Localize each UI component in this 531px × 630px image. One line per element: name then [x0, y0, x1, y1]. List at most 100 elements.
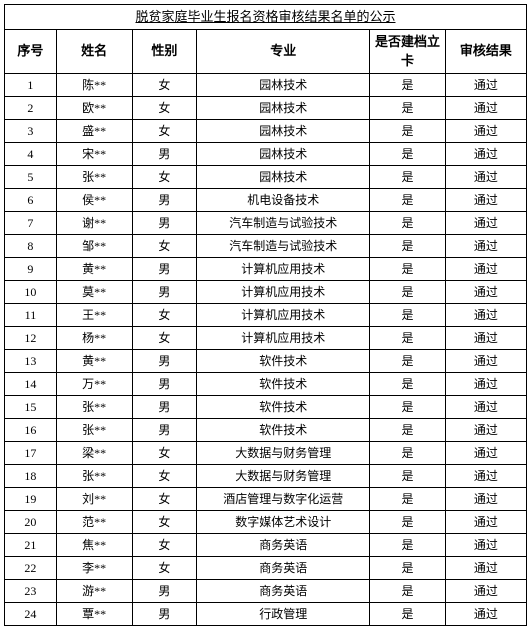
table-row: 6侯**男机电设备技术是通过	[5, 188, 527, 211]
table-row: 12杨**女计算机应用技术是通过	[5, 326, 527, 349]
table-row: 5张**女园林技术是通过	[5, 165, 527, 188]
cell-name: 杨**	[56, 326, 132, 349]
cell-name: 欧**	[56, 96, 132, 119]
cell-result: 通过	[445, 349, 526, 372]
table-row: 17梁**女大数据与财务管理是通过	[5, 441, 527, 464]
cell-card: 是	[370, 418, 446, 441]
cell-seq: 14	[5, 372, 57, 395]
cell-gender: 女	[132, 441, 197, 464]
table-row: 7谢**男汽车制造与试验技术是通过	[5, 211, 527, 234]
cell-major: 行政管理	[197, 602, 370, 625]
cell-seq: 23	[5, 579, 57, 602]
cell-seq: 15	[5, 395, 57, 418]
cell-name: 黄**	[56, 257, 132, 280]
cell-seq: 5	[5, 165, 57, 188]
cell-gender: 女	[132, 234, 197, 257]
cell-seq: 18	[5, 464, 57, 487]
cell-name: 黄**	[56, 349, 132, 372]
cell-card: 是	[370, 257, 446, 280]
cell-major: 软件技术	[197, 418, 370, 441]
cell-major: 软件技术	[197, 395, 370, 418]
cell-major: 大数据与财务管理	[197, 441, 370, 464]
cell-card: 是	[370, 556, 446, 579]
cell-card: 是	[370, 441, 446, 464]
cell-major: 商务英语	[197, 579, 370, 602]
table-row: 24覃**男行政管理是通过	[5, 602, 527, 625]
cell-result: 通过	[445, 372, 526, 395]
cell-card: 是	[370, 280, 446, 303]
cell-seq: 6	[5, 188, 57, 211]
cell-result: 通过	[445, 234, 526, 257]
cell-card: 是	[370, 326, 446, 349]
cell-card: 是	[370, 579, 446, 602]
cell-result: 通过	[445, 510, 526, 533]
cell-major: 计算机应用技术	[197, 257, 370, 280]
cell-seq: 12	[5, 326, 57, 349]
table-row: 20范**女数字媒体艺术设计是通过	[5, 510, 527, 533]
cell-major: 数字媒体艺术设计	[197, 510, 370, 533]
cell-seq: 7	[5, 211, 57, 234]
cell-major: 软件技术	[197, 372, 370, 395]
col-header-seq: 序号	[5, 29, 57, 73]
cell-card: 是	[370, 96, 446, 119]
cell-result: 通过	[445, 579, 526, 602]
cell-name: 梁**	[56, 441, 132, 464]
cell-name: 邹**	[56, 234, 132, 257]
col-header-card: 是否建档立卡	[370, 29, 446, 73]
cell-name: 莫**	[56, 280, 132, 303]
qualification-table: 脱贫家庭毕业生报名资格审核结果名单的公示 序号 姓名 性别 专业 是否建档立卡 …	[4, 4, 527, 626]
cell-name: 张**	[56, 418, 132, 441]
cell-result: 通过	[445, 487, 526, 510]
cell-name: 范**	[56, 510, 132, 533]
table-row: 16张**男软件技术是通过	[5, 418, 527, 441]
cell-name: 谢**	[56, 211, 132, 234]
col-header-result: 审核结果	[445, 29, 526, 73]
cell-card: 是	[370, 73, 446, 96]
cell-result: 通过	[445, 464, 526, 487]
cell-gender: 女	[132, 96, 197, 119]
table-row: 11王**女计算机应用技术是通过	[5, 303, 527, 326]
table-row: 14万**男软件技术是通过	[5, 372, 527, 395]
cell-gender: 女	[132, 73, 197, 96]
cell-gender: 女	[132, 510, 197, 533]
cell-result: 通过	[445, 165, 526, 188]
cell-gender: 女	[132, 556, 197, 579]
cell-name: 李**	[56, 556, 132, 579]
cell-result: 通过	[445, 142, 526, 165]
cell-result: 通过	[445, 418, 526, 441]
cell-seq: 10	[5, 280, 57, 303]
cell-major: 机电设备技术	[197, 188, 370, 211]
cell-gender: 男	[132, 257, 197, 280]
cell-result: 通过	[445, 96, 526, 119]
table-title: 脱贫家庭毕业生报名资格审核结果名单的公示	[5, 5, 527, 30]
table-row: 4宋**男园林技术是通过	[5, 142, 527, 165]
cell-name: 侯**	[56, 188, 132, 211]
cell-seq: 4	[5, 142, 57, 165]
cell-result: 通过	[445, 556, 526, 579]
cell-card: 是	[370, 188, 446, 211]
cell-seq: 22	[5, 556, 57, 579]
table-row: 19刘**女酒店管理与数字化运营是通过	[5, 487, 527, 510]
cell-result: 通过	[445, 395, 526, 418]
col-header-gender: 性别	[132, 29, 197, 73]
cell-gender: 女	[132, 464, 197, 487]
cell-major: 计算机应用技术	[197, 280, 370, 303]
cell-major: 汽车制造与试验技术	[197, 211, 370, 234]
cell-major: 计算机应用技术	[197, 326, 370, 349]
table-row: 2欧**女园林技术是通过	[5, 96, 527, 119]
cell-major: 酒店管理与数字化运营	[197, 487, 370, 510]
cell-major: 软件技术	[197, 349, 370, 372]
col-header-major: 专业	[197, 29, 370, 73]
cell-seq: 11	[5, 303, 57, 326]
table-row: 22李**女商务英语是通过	[5, 556, 527, 579]
cell-gender: 男	[132, 602, 197, 625]
cell-seq: 19	[5, 487, 57, 510]
cell-seq: 20	[5, 510, 57, 533]
table-row: 15张**男软件技术是通过	[5, 395, 527, 418]
cell-card: 是	[370, 142, 446, 165]
table-row: 13黄**男软件技术是通过	[5, 349, 527, 372]
cell-name: 焦**	[56, 533, 132, 556]
cell-gender: 男	[132, 372, 197, 395]
table-row: 23游**男商务英语是通过	[5, 579, 527, 602]
cell-result: 通过	[445, 119, 526, 142]
